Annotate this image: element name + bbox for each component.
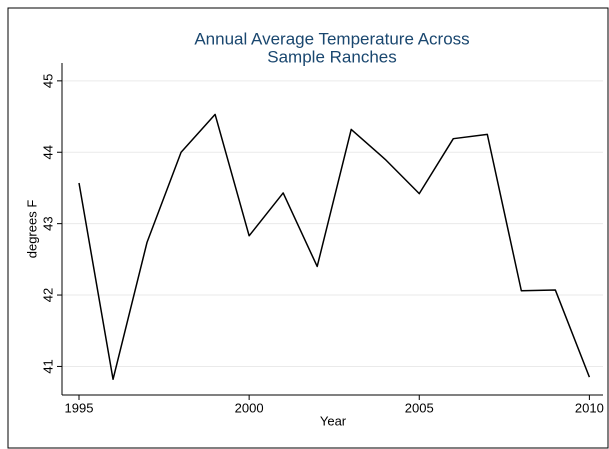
chart-title: Annual Average Temperature Across <box>194 29 469 48</box>
x-tick-label: 2010 <box>575 400 604 415</box>
y-tick-label: 41 <box>40 359 55 373</box>
x-tick-label: 2005 <box>405 400 434 415</box>
y-tick-label: 44 <box>40 145 55 159</box>
y-tick-label: 42 <box>40 288 55 302</box>
x-tick-label: 2000 <box>235 400 264 415</box>
y-tick-label: 43 <box>40 216 55 230</box>
x-tick-label: 1995 <box>65 400 94 415</box>
y-tick-label: 45 <box>40 74 55 88</box>
graph-frame <box>7 7 609 449</box>
chart-title: Sample Ranches <box>267 47 396 66</box>
line-series <box>78 113 591 381</box>
y-axis-label: degrees F <box>24 200 39 259</box>
x-axis-label: Year <box>320 413 347 428</box>
